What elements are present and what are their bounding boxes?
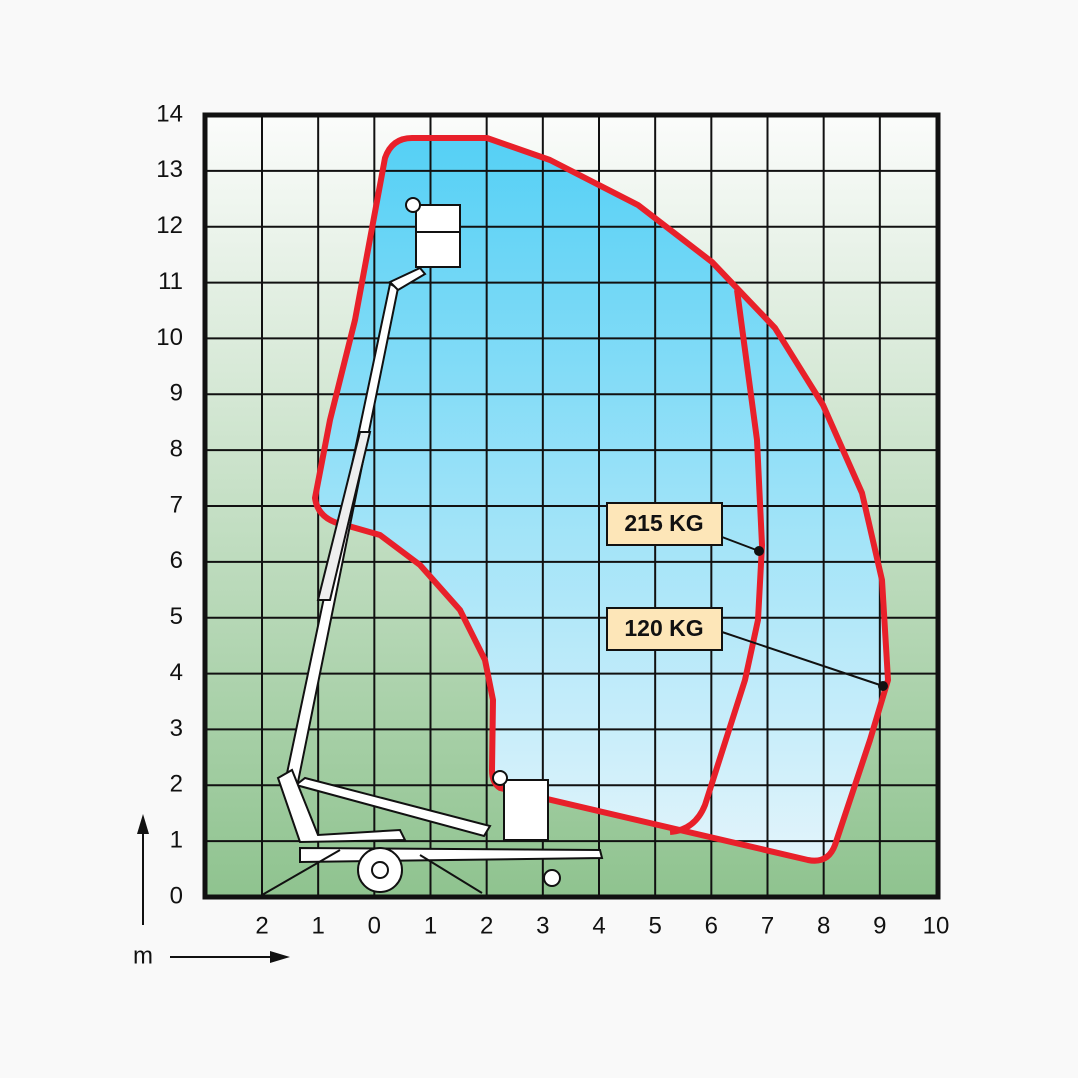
- x-tick-label: 2: [480, 912, 493, 939]
- annotation: 120 KG: [624, 615, 703, 641]
- x-tick-label: 8: [817, 912, 830, 939]
- label-box: [606, 607, 723, 651]
- envelope-outline: [312, 135, 891, 864]
- grid: [205, 115, 938, 897]
- y-tick-label: 3: [170, 715, 183, 742]
- reduced-load-line: [669, 289, 766, 835]
- annotation: 215 KG: [624, 510, 703, 536]
- x-tick-label: 4: [592, 912, 605, 939]
- x-tick-label: 0: [368, 912, 381, 939]
- x-tick-label: 6: [705, 912, 718, 939]
- y-tick-label: 4: [170, 659, 183, 686]
- x-tick-label: 3: [536, 912, 549, 939]
- y-tick-label: 7: [170, 491, 183, 518]
- y-tick-label: 2: [170, 771, 183, 798]
- x-tick-label: 2: [255, 912, 268, 939]
- x-tick-label: 10: [923, 912, 950, 939]
- y-tick-label: 6: [170, 547, 183, 574]
- y-tick-label: 13: [156, 156, 183, 183]
- y-tick-label: 1: [170, 826, 183, 853]
- y-tick-label: 12: [156, 212, 183, 239]
- y-tick-label: 9: [170, 380, 183, 407]
- x-tick-label: 5: [648, 912, 661, 939]
- x-tick-label: 9: [873, 912, 886, 939]
- y-tick-label: 10: [156, 324, 183, 351]
- y-tick-label: 8: [170, 435, 183, 462]
- y-tick-label: 14: [156, 100, 183, 127]
- plot-frame: [202, 112, 941, 900]
- y-tick-label: 11: [158, 268, 183, 295]
- machine: [261, 197, 604, 896]
- unit-label: m: [133, 942, 153, 969]
- x-tick-label: 7: [761, 912, 774, 939]
- x-tick-label: 1: [311, 912, 324, 939]
- x-tick-label: 1: [424, 912, 437, 939]
- y-tick-label: 0: [170, 882, 183, 909]
- label-box: [606, 502, 723, 546]
- y-tick-label: 5: [170, 603, 183, 630]
